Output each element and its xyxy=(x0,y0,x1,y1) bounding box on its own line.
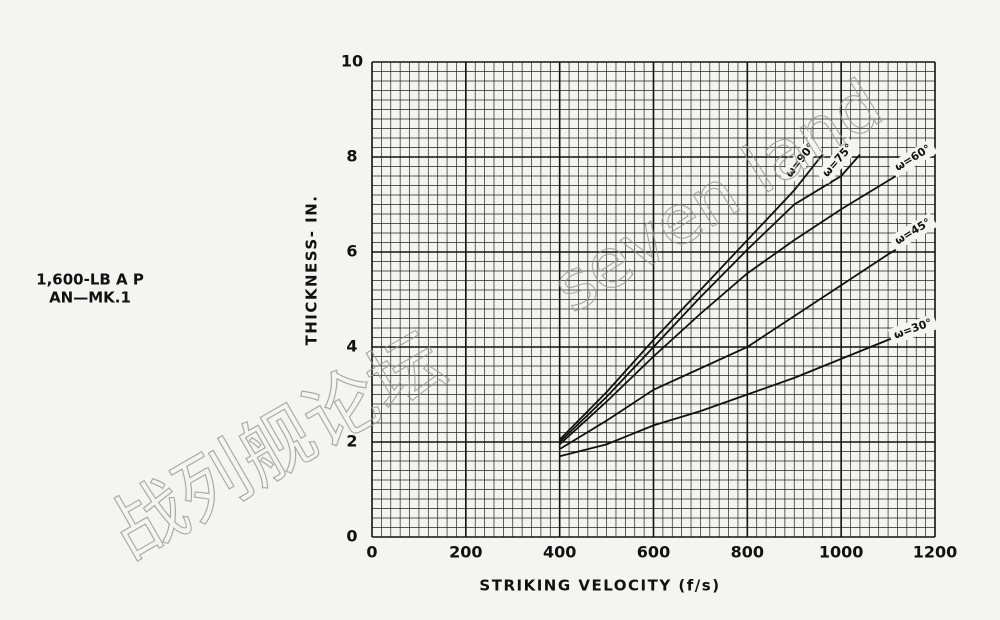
curve xyxy=(559,225,936,450)
x-tick-label: 400 xyxy=(543,543,576,562)
curve xyxy=(559,322,936,458)
y-tick-label: 10 xyxy=(341,52,363,71)
x-tick-label: 1200 xyxy=(913,543,958,562)
x-tick-label: 1000 xyxy=(819,543,864,562)
y-axis-label: THICKNESS- IN. xyxy=(303,194,321,345)
legend-box xyxy=(888,212,938,252)
x-tick-label: 800 xyxy=(731,543,764,562)
legend-box xyxy=(888,138,938,178)
legend-box xyxy=(779,136,822,185)
title-line: AN—MK.1 xyxy=(49,289,131,307)
watermark: seven land xyxy=(540,65,896,329)
x-axis-label: STRIKING VELOCITY (f/s) xyxy=(479,577,720,595)
y-tick-label: 0 xyxy=(346,527,357,546)
legend-box xyxy=(816,137,860,184)
y-tick-label: 8 xyxy=(346,147,357,166)
y-tick-label: 6 xyxy=(346,242,357,261)
y-tick-label: 2 xyxy=(346,432,357,451)
x-tick-label: 0 xyxy=(366,543,377,562)
curve xyxy=(559,151,936,446)
curve xyxy=(559,154,824,441)
x-tick-label: 600 xyxy=(637,543,670,562)
legend-box xyxy=(887,313,939,345)
curve xyxy=(559,154,861,443)
y-tick-label: 4 xyxy=(346,337,357,356)
x-tick-label: 200 xyxy=(449,543,482,562)
title-line: 1,600-LB A P xyxy=(36,271,144,289)
